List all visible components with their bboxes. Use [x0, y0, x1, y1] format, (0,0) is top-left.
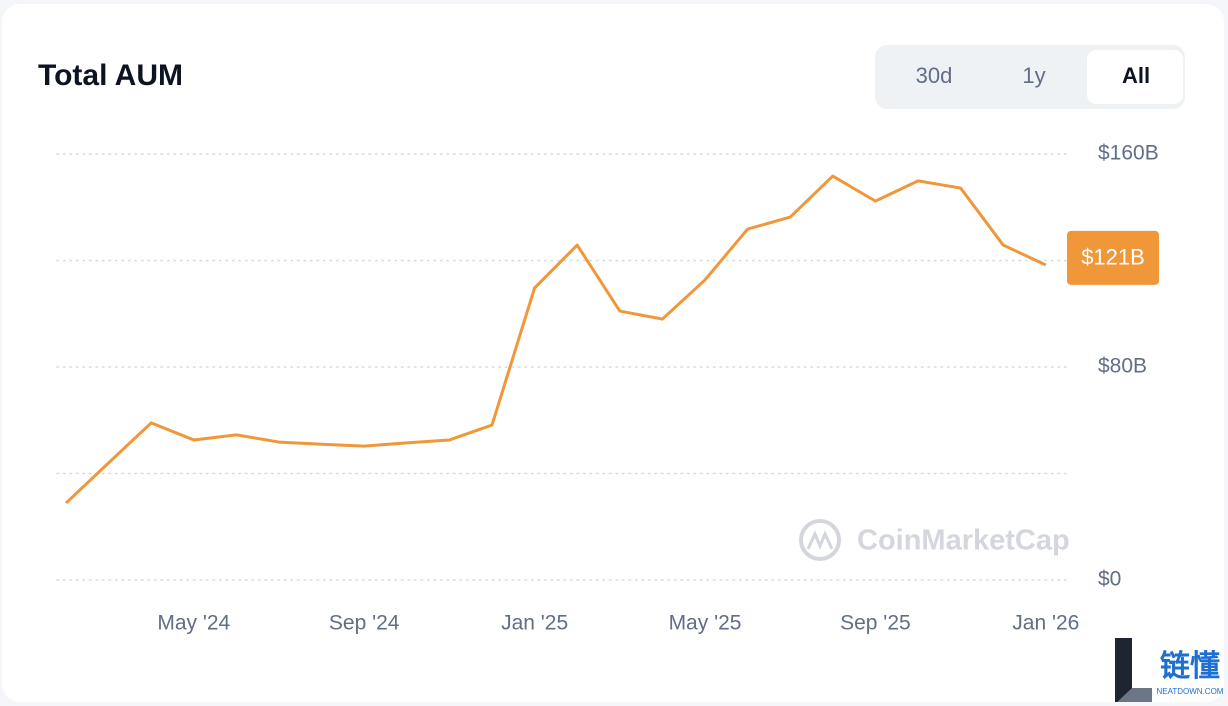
chart-title: Total AUM	[38, 59, 183, 92]
y-tick-label: $80B	[1098, 355, 1147, 378]
range-button-active[interactable]	[1087, 50, 1183, 104]
range-button[interactable]: 1y	[1022, 63, 1045, 88]
card: Total AUM CoinMarketCap 链懂 NEATDOWN.COM …	[2, 4, 1224, 702]
x-tick-label: May '25	[669, 612, 742, 635]
corner-logo-title: 链懂	[1160, 649, 1220, 683]
y-tick-label: $160B	[1098, 142, 1159, 165]
x-tick-label: May '24	[157, 612, 230, 635]
corner-logo: 链懂 NEATDOWN.COM	[1115, 638, 1224, 702]
watermark-logo	[799, 519, 841, 561]
current-value-badge	[1067, 230, 1159, 285]
watermark: CoinMarketCap	[799, 519, 1070, 561]
watermark-text: CoinMarketCap	[857, 525, 1070, 557]
corner-logo-mark	[1117, 688, 1152, 702]
corner-logo-subtitle: NEATDOWN.COM	[1157, 687, 1224, 696]
x-tick-label: Jan '25	[501, 612, 568, 635]
line-series	[64, 174, 1047, 505]
current-value-label: $121B	[1081, 245, 1145, 270]
corner-logo-mark	[1115, 638, 1152, 702]
watermark-logo	[806, 530, 834, 550]
x-tick-label: Sep '24	[329, 612, 400, 635]
y-tick-label: $0	[1098, 568, 1121, 591]
range-button[interactable]: 30d	[916, 63, 953, 88]
x-tick-label: Jan '26	[1012, 612, 1079, 635]
range-button[interactable]: All	[1122, 63, 1150, 88]
x-tick-label: Sep '25	[840, 612, 911, 635]
chart: Total AUM CoinMarketCap 链懂 NEATDOWN.COM …	[38, 45, 1224, 702]
